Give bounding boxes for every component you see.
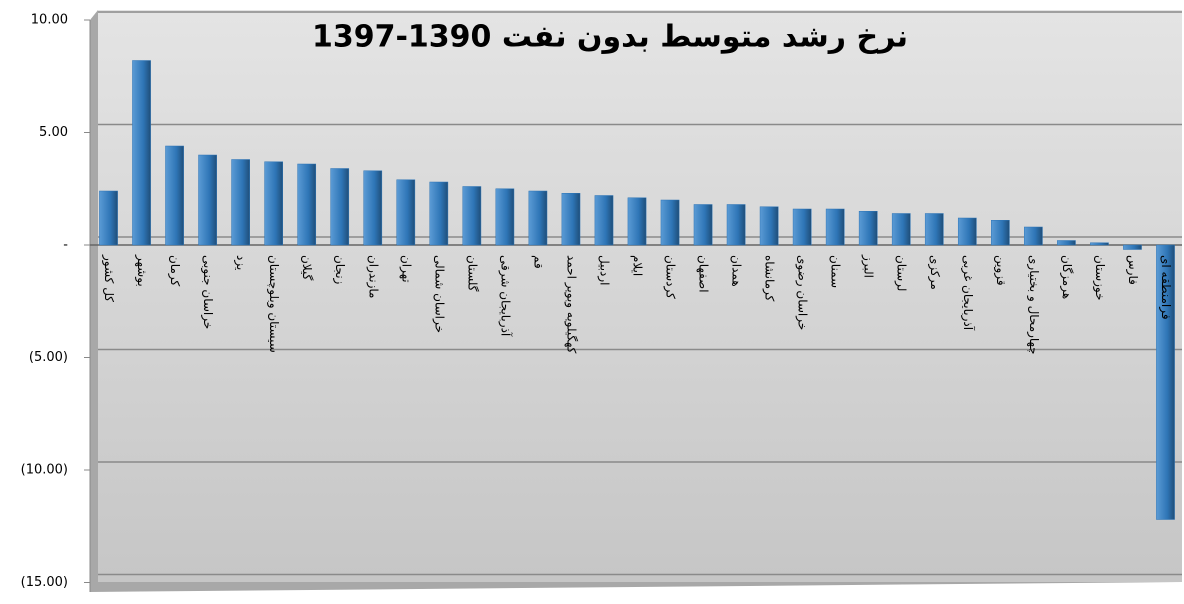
bar <box>858 211 878 246</box>
y-tick-label: (15.00) <box>21 575 68 590</box>
bar <box>1024 226 1043 246</box>
x-tick-label: فارس <box>1125 255 1140 285</box>
bar <box>462 186 482 246</box>
x-tick-label: خراسان جنوبی <box>200 255 215 329</box>
bar <box>627 197 647 246</box>
x-tick-label: چهارمحال و بختیاری <box>1026 255 1041 355</box>
x-tick-label: خوزستان <box>1092 255 1107 301</box>
y-tick-label: - <box>63 238 68 253</box>
bar <box>561 193 581 246</box>
bar <box>1057 240 1076 246</box>
bar <box>132 60 151 246</box>
bar <box>693 204 713 246</box>
x-tick-label: قزوین <box>993 255 1008 286</box>
bar <box>297 163 317 246</box>
y-tick-label: 10.00 <box>31 13 68 28</box>
bar <box>363 170 383 246</box>
x-tick-label: آذربایجان غربی <box>960 255 976 331</box>
x-tick-label: خراسان رضوی <box>795 255 810 330</box>
y-tick-label: (5.00) <box>29 350 68 365</box>
bar <box>330 168 350 246</box>
chart-title: نرخ رشد متوسط بدون نفت 1390-1397 <box>312 20 908 55</box>
bar <box>792 208 812 246</box>
bar <box>198 154 217 246</box>
x-tick-label: کرمان <box>167 255 182 287</box>
bar <box>891 213 911 246</box>
x-tick-label: البرز <box>861 254 876 278</box>
bar <box>165 145 184 246</box>
x-tick-label: سیستان وبلوچستان <box>266 255 281 353</box>
x-tick-label: همدان <box>730 255 744 287</box>
x-tick-label: آذربایجان شرقی <box>497 255 513 337</box>
x-tick-label: کردستان <box>663 255 678 299</box>
x-tick-label: هرمزگان <box>1059 255 1074 299</box>
x-tick-label: قم <box>531 255 545 269</box>
y-tick-label: 5.00 <box>39 125 68 140</box>
x-tick-label: کل کشور <box>101 254 116 302</box>
bar <box>924 213 944 246</box>
bar <box>99 190 118 246</box>
bar <box>991 220 1010 246</box>
y-tick-label: (10.00) <box>21 463 68 478</box>
x-tick-label: مرکزی <box>927 255 942 290</box>
bar <box>528 190 548 246</box>
bar <box>957 217 977 246</box>
bar <box>660 199 680 246</box>
bar <box>825 208 845 246</box>
x-tick-label: اصفهان <box>697 255 711 293</box>
x-tick-label: زنجان <box>332 255 347 285</box>
x-tick-label: یزد <box>233 255 248 270</box>
bar <box>429 181 449 246</box>
x-tick-label: لرستان <box>894 255 909 291</box>
bar <box>726 204 746 246</box>
x-tick-label: گلستان <box>465 255 479 292</box>
bar <box>231 159 250 246</box>
bar <box>396 179 416 246</box>
bar <box>1123 244 1142 250</box>
bar <box>594 195 614 246</box>
x-tick-label: اردبیل <box>596 255 611 286</box>
plot-area <box>98 10 1182 582</box>
x-tick-label: خراسان شمالی <box>431 255 446 333</box>
x-tick-label: کرمانشاه <box>762 255 777 302</box>
bar <box>1090 242 1109 246</box>
x-tick-label: مازندران <box>365 255 380 298</box>
x-tick-label: گیلان <box>300 255 314 281</box>
bar <box>759 206 779 246</box>
bar <box>495 188 515 246</box>
bar <box>264 161 284 246</box>
x-tick-label: کهگیلویه وبویر احمد <box>563 255 578 354</box>
x-tick-label: ایلام <box>631 255 645 276</box>
bar <box>1156 244 1175 520</box>
x-tick-label: تهران <box>398 255 413 283</box>
x-tick-label: سمنان <box>829 255 843 288</box>
x-tick-label: بوشهر <box>134 254 149 287</box>
x-tick-label: فرامنطقه ای <box>1158 255 1173 320</box>
